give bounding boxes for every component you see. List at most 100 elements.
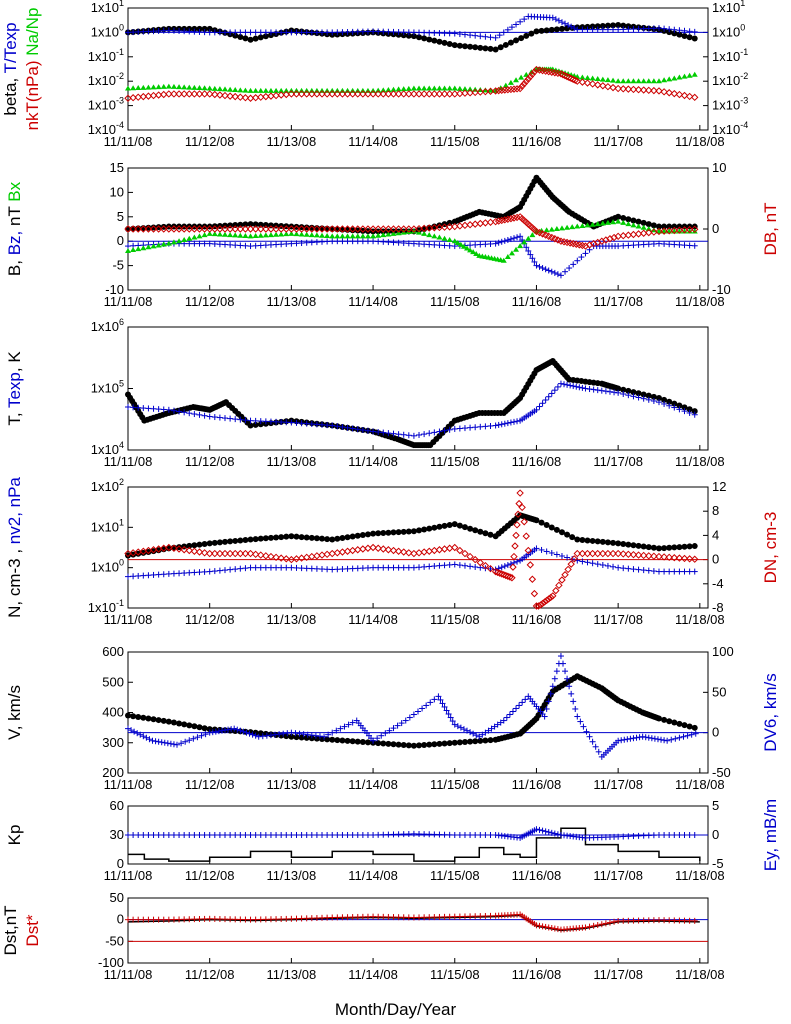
panel-1-series-4-point [583,79,592,87]
panel-1-series-4-point [165,90,173,98]
panel-5-series-2-point [209,729,216,736]
panel-2-series-4-point [236,225,245,233]
panel-1-ylabel-2: nkT(nPa) Na/Np [23,8,42,131]
panel-1-series-4-point [520,80,528,88]
panel-4-series-3-point [573,549,582,558]
panel-4-series-1-point [267,534,274,541]
panel-3-series-1-point [650,393,657,400]
panel-5-series-1-point [181,721,188,728]
panel-4-series-1-point [160,546,167,553]
panel-4-series-2-point [191,569,198,576]
panel-1-series-3-point [650,78,657,84]
panel-6-series-2-point [671,832,678,838]
panel-2-series-2-point [324,238,331,245]
panel-1-series-1-point [461,43,468,50]
panel-2-series-3-point [610,219,617,225]
panel-2-series-4-point [160,225,168,233]
panel-1-series-2-point [645,25,652,32]
panel-4-series-3-point [471,555,479,564]
panel-2-series-2-point [380,238,387,245]
panel-2-series-3-point [525,235,532,241]
panel-4-series-2-point [604,562,611,569]
panel-1-series-4-point [645,86,653,95]
panel-5-series-2-point [447,714,454,721]
panel-5-series-2-point [577,718,584,725]
panel-4-series-1-point [283,533,290,540]
panel-2-series-3-point [457,241,464,247]
panel-7-series-2-point [461,913,468,920]
panel-4-series-2-point [553,551,560,558]
panel-1-series-4-point [348,90,357,98]
panel-4-series-2-point [620,565,627,572]
panel-1-series-1-point [487,45,494,52]
panel-6-series-2-point [283,832,290,838]
panel-1-series-3-point [206,85,213,91]
panel-6-ytick-label-left: 60 [110,798,124,813]
panel-4-xtick-label: 11/13/08 [267,612,317,627]
panel-4-series-2-point [671,568,678,575]
panel-6-series-2-point [426,831,433,838]
panel-5-series-2-point [312,732,319,739]
panel-1-series-2-point [426,29,433,36]
panel-4-series-3-point [528,575,537,583]
panel-7-series-2-point [431,914,438,921]
panel-7-series-2-point [354,913,361,920]
panel-3-series-2-point [498,421,505,428]
panel-5-series-2-point [639,733,646,740]
panel-1-series-4-point [522,77,530,86]
panel-7-xtick-label: 11/16/08 [512,967,562,982]
panel-2-series-3-point [130,247,137,253]
panel-4-series-2-point [319,566,326,573]
panel-1-series-1-point [589,23,596,30]
panel-6-series-2-point [385,831,392,838]
panel-5-series-2-point [592,743,599,750]
panel-2-series-3-point [145,244,152,250]
panel-2-series-4-point [389,225,398,233]
panel-7-series-2-point [364,913,371,920]
panel-2-series-3-point [329,233,336,239]
panel-1-series-1-point [594,23,601,30]
panel-4-series-2-point [625,565,632,572]
panel-7-series-2-point [395,914,402,921]
panel-1-series-2-point [370,28,377,35]
panel-4-series-2-point [538,546,545,553]
panel-4-series-3-point [451,543,459,552]
panel-1-series-2-point [461,31,468,38]
panel-6-series-2-point [237,832,244,838]
panel-5-series-2-point [427,699,434,706]
panel-2-series-3-point [375,232,382,238]
panel-4-series-1-point [370,530,377,537]
panel-5-series-2-point [580,723,587,730]
panel-6-xtick-label: 11/16/08 [512,868,562,883]
panel-2-series-2-point [426,241,433,248]
panel-3-series-2-point [176,408,183,415]
panel-3-series-2-point [551,387,558,394]
panel-5-series-2-point [345,721,352,728]
panel-2-series-2-point [247,243,254,250]
panel-5-series-1-point [130,713,137,720]
panel-6-ytick-label-right: -5 [712,856,724,871]
panel-4-series-2-point [273,564,280,571]
panel-1-series-4-point [318,90,326,98]
panel-3-series-1-point [635,390,642,397]
panel-5-series-1-point [436,740,443,747]
panel-4-series-3-point [420,548,428,556]
panel-7-series-2-point [293,915,300,922]
panel-2-series-4-point [354,225,362,233]
panel-1-series-4-point [200,90,209,98]
panel-4-series-1-point [211,539,218,546]
panel-1-series-2-point [610,26,617,33]
panel-5-series-2-point [394,722,401,729]
panel-7-series-2-point [625,917,632,924]
panel-4-series-2-point [405,564,412,571]
panel-7-series-2-point [548,925,555,932]
panel-4-series-1-point [405,528,412,535]
panel-5-series-2-point [333,727,340,734]
panel-7-series-2-point [456,913,463,920]
panel-5-series-2-point [509,708,516,715]
panel-2-series-3-point [313,232,320,238]
panel-2-series-2-point [252,242,259,249]
panel-2-series-2-point [349,238,356,245]
panel-5-series-1-point [257,730,264,737]
panel-4-series-2-point [181,570,188,577]
